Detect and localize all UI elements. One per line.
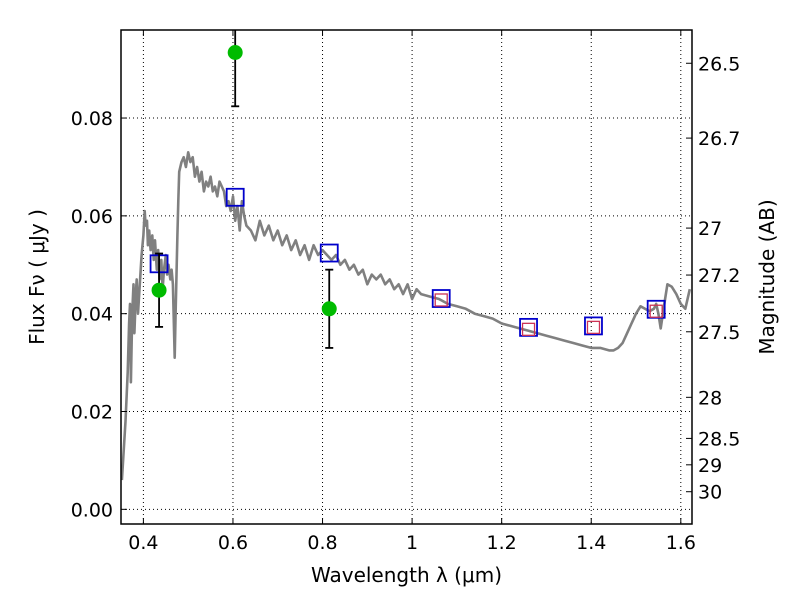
plot-data	[121, 30, 692, 481]
plot-frame	[120, 29, 693, 525]
y-axis-right-title: Magnitude (AB)	[755, 199, 779, 354]
mag-tick-label: 30	[698, 482, 722, 504]
model-photometry-marker	[431, 289, 451, 308]
observed-flux-point	[321, 301, 337, 317]
x-tick-label: 0.4	[128, 532, 158, 554]
mag-tick-label: 26.7	[698, 128, 740, 150]
mag-tick-label: 28.5	[698, 428, 740, 450]
model-photometry-inner-marker	[521, 322, 536, 336]
y-tick-label: 0.06	[71, 206, 113, 228]
x-tick-label: 1	[406, 532, 418, 554]
model-photometry-marker	[584, 316, 603, 336]
x-axis-title: Wavelength λ (μm)	[311, 563, 502, 587]
y-tick-label: 0.00	[71, 499, 113, 521]
mag-tick-label: 27.5	[698, 322, 740, 344]
y-tick-label: 0.02	[71, 402, 113, 424]
mag-tick-label: 26.5	[698, 53, 740, 75]
model-photometry-marker	[319, 243, 339, 263]
x-tick-label: 0.8	[307, 532, 337, 554]
grid	[121, 30, 692, 524]
model-photometry-inner-marker	[434, 293, 448, 307]
x-tick-label: 1.4	[576, 532, 606, 554]
y-axis-title: Flux Fν ( μJy )	[25, 209, 49, 345]
observed-flux-point	[151, 282, 167, 298]
model-photometry-marker	[225, 187, 245, 207]
x-tick-label: 1.6	[666, 532, 696, 554]
x-tick-label: 1.2	[487, 532, 517, 554]
model-photometry-inner-marker	[649, 304, 663, 318]
ticks: 0.4 0.6 0.8 1 1.2 1.4 1.6 0.00 0.02 0.04 0.06 0.08 2…	[71, 30, 740, 554]
mag-tick-label: 29	[698, 455, 722, 477]
mag-tick-label: 27.2	[698, 265, 740, 287]
observed-flux-point	[227, 44, 243, 60]
mag-tick-label: 27	[698, 218, 722, 240]
x-tick-label: 0.6	[218, 532, 248, 554]
model-photometry-inner-marker	[586, 320, 601, 335]
y-tick-label: 0.08	[71, 108, 113, 130]
y-tick-label: 0.04	[71, 304, 113, 326]
sed-model-line	[121, 151, 692, 481]
mag-tick-label: 28	[698, 387, 722, 409]
